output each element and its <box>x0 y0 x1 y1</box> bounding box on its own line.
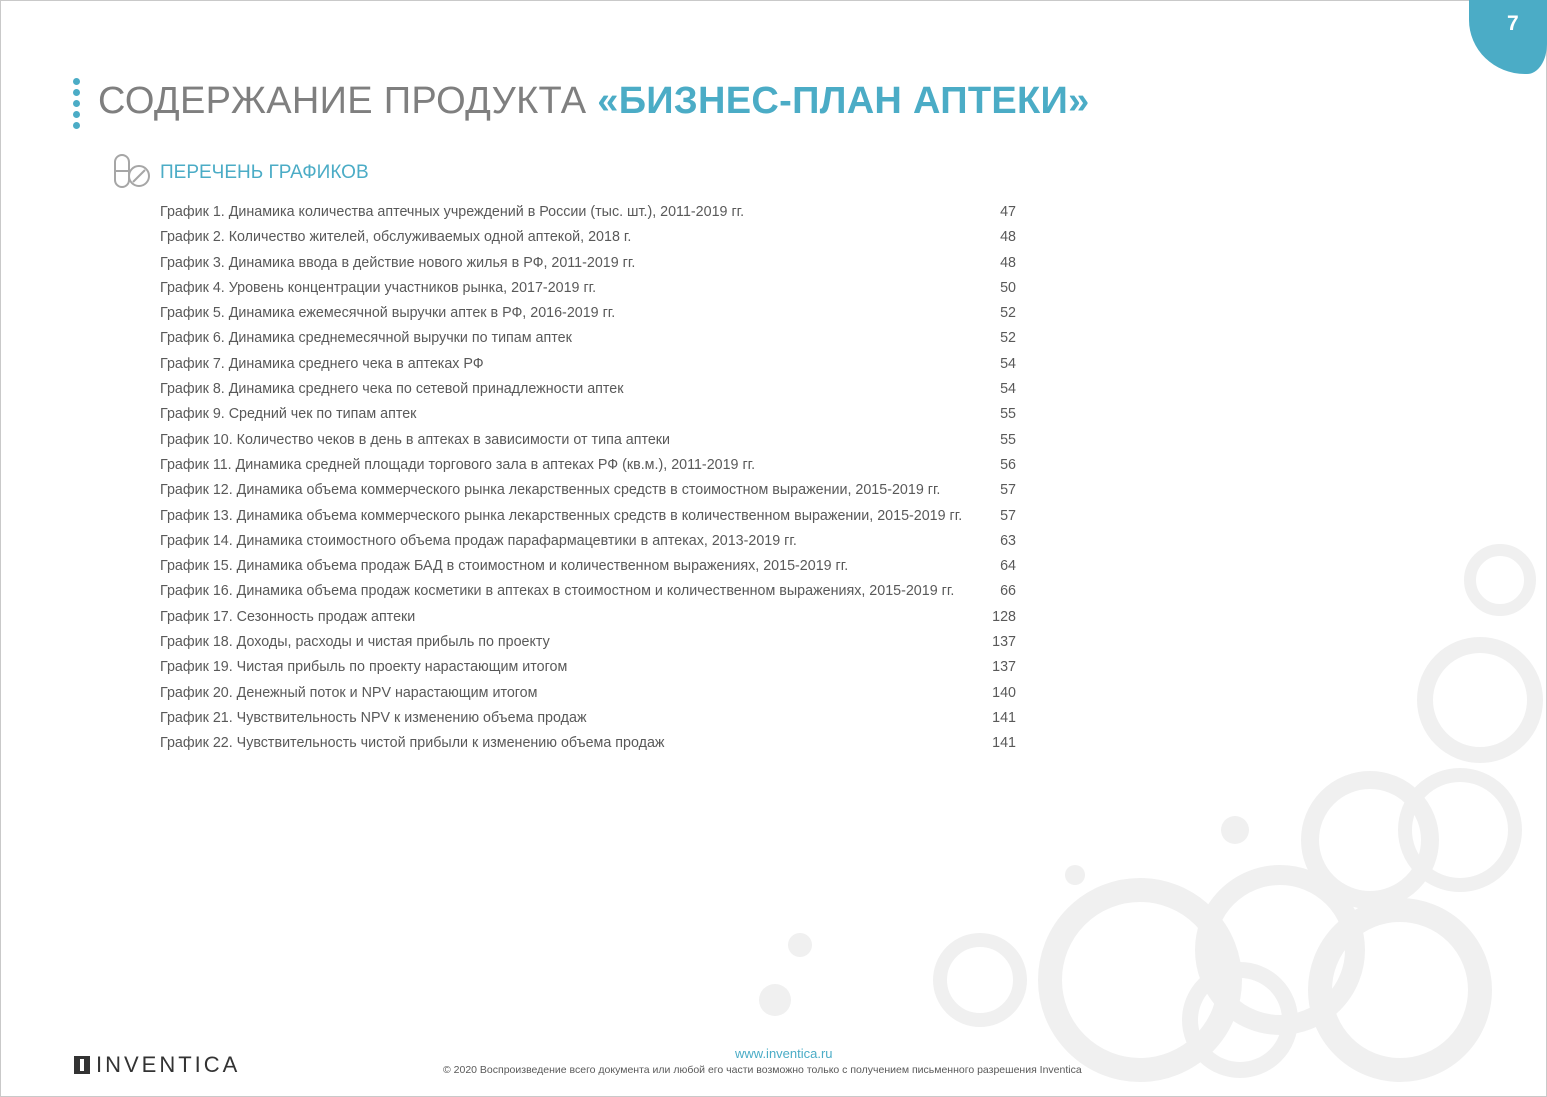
item-page: 55 <box>1000 431 1016 448</box>
page-title: СОДЕРЖАНИЕ ПРОДУКТА «БИЗНЕС-ПЛАН АПТЕКИ» <box>98 80 1090 122</box>
item-page: 50 <box>1000 279 1016 296</box>
list-item[interactable]: График 9. Средний чек по типам аптек 55 <box>160 405 1016 430</box>
copyright-notice: © 2020 Воспроизведение всего документа и… <box>443 1064 1082 1076</box>
list-item[interactable]: График 18. Доходы, расходы и чистая приб… <box>160 633 1016 658</box>
item-label: График 8. Динамика среднего чека по сете… <box>160 381 624 398</box>
item-page: 141 <box>992 709 1016 726</box>
item-label: График 13. Динамика объема коммерческого… <box>160 507 963 524</box>
item-label: График 5. Динамика ежемесячной выручки а… <box>160 305 616 322</box>
item-label: График 19. Чистая прибыль по проекту нар… <box>160 659 568 676</box>
list-item[interactable]: График 22. Чувствительность чистой прибы… <box>160 734 1016 759</box>
item-page: 57 <box>1000 507 1016 524</box>
item-page: 48 <box>1000 229 1016 246</box>
list-item[interactable]: График 17. Сезонность продаж аптеки 128 <box>160 608 1016 633</box>
product-name: «БИЗНЕС-ПЛАН АПТЕКИ» <box>597 80 1090 122</box>
list-item[interactable]: График 2. Количество жителей, обслуживае… <box>160 228 1016 253</box>
item-label: График 2. Количество жителей, обслуживае… <box>160 229 632 246</box>
item-page: 48 <box>1000 254 1016 271</box>
list-item[interactable]: График 8. Динамика среднего чека по сете… <box>160 380 1016 405</box>
item-label: График 12. Динамика объема коммерческого… <box>160 482 941 499</box>
list-item[interactable]: График 16. Динамика объема продаж космет… <box>160 582 1016 607</box>
item-label: График 14. Динамика стоимостного объема … <box>160 532 797 549</box>
list-item[interactable]: График 12. Динамика объема коммерческого… <box>160 481 1016 506</box>
list-item[interactable]: График 20. Денежный поток и NPV нарастаю… <box>160 684 1016 709</box>
item-page: 47 <box>1000 204 1016 220</box>
item-page: 52 <box>1000 330 1016 347</box>
list-item[interactable]: График 21. Чувствительность NPV к измене… <box>160 709 1016 734</box>
item-page: 54 <box>1000 355 1016 372</box>
list-item[interactable]: График 5. Динамика ежемесячной выручки а… <box>160 304 1016 329</box>
item-page: 54 <box>1000 381 1016 398</box>
pills-icon <box>114 154 150 188</box>
item-page: 137 <box>992 659 1016 676</box>
item-page: 141 <box>992 735 1016 752</box>
item-page: 66 <box>1000 583 1016 600</box>
title-dots-decoration <box>73 78 80 133</box>
item-page: 56 <box>1000 456 1016 473</box>
item-label: График 1. Динамика количества аптечных у… <box>160 204 745 220</box>
item-label: График 11. Динамика средней площади торг… <box>160 456 756 473</box>
list-item[interactable]: График 6. Динамика среднемесячной выручк… <box>160 329 1016 354</box>
item-label: График 6. Динамика среднемесячной выручк… <box>160 330 572 347</box>
list-item[interactable]: График 11. Динамика средней площади торг… <box>160 456 1016 481</box>
item-page: 57 <box>1000 482 1016 499</box>
list-item[interactable]: График 19. Чистая прибыль по проекту нар… <box>160 658 1016 683</box>
item-page: 52 <box>1000 305 1016 322</box>
item-label: График 22. Чувствительность чистой прибы… <box>160 735 665 752</box>
list-item[interactable]: График 14. Динамика стоимостного объема … <box>160 532 1016 557</box>
item-label: График 3. Динамика ввода в действие ново… <box>160 254 636 271</box>
item-label: График 18. Доходы, расходы и чистая приб… <box>160 634 550 651</box>
charts-list: График 1. Динамика количества аптечных у… <box>160 203 1016 760</box>
item-page: 137 <box>992 634 1016 651</box>
list-item[interactable]: График 15. Динамика объема продаж БАД в … <box>160 557 1016 582</box>
item-page: 64 <box>1000 558 1016 575</box>
list-item[interactable]: График 4. Уровень концентрации участнико… <box>160 279 1016 304</box>
item-label: График 21. Чувствительность NPV к измене… <box>160 709 587 726</box>
item-label: График 17. Сезонность продаж аптеки <box>160 608 416 625</box>
page-number: 7 <box>1507 12 1519 35</box>
list-item[interactable]: График 13. Динамика объема коммерческого… <box>160 507 1016 532</box>
item-label: График 10. Количество чеков в день в апт… <box>160 431 671 448</box>
list-item[interactable]: График 1. Динамика количества аптечных у… <box>160 203 1016 228</box>
item-page: 63 <box>1000 532 1016 549</box>
section-title: ПЕРЕЧЕНЬ ГРАФИКОВ <box>160 162 369 183</box>
item-page: 140 <box>992 684 1016 701</box>
item-label: График 16. Динамика объема продаж космет… <box>160 583 955 600</box>
item-label: График 4. Уровень концентрации участнико… <box>160 279 597 296</box>
item-page: 128 <box>992 608 1016 625</box>
inventica-logo: INVENTICA <box>74 1052 240 1078</box>
item-page: 55 <box>1000 406 1016 423</box>
list-item[interactable]: График 3. Динамика ввода в действие ново… <box>160 254 1016 279</box>
item-label: График 20. Денежный поток и NPV нарастаю… <box>160 684 538 701</box>
item-label: График 7. Динамика среднего чека в аптек… <box>160 355 484 372</box>
item-label: График 15. Динамика объема продаж БАД в … <box>160 558 849 575</box>
list-item[interactable]: График 10. Количество чеков в день в апт… <box>160 431 1016 456</box>
decorative-circles <box>759 544 1543 1082</box>
item-label: График 9. Средний чек по типам аптек <box>160 406 417 423</box>
website-link[interactable]: www.inventica.ru <box>735 1046 833 1061</box>
list-item[interactable]: График 7. Динамика среднего чека в аптек… <box>160 355 1016 380</box>
